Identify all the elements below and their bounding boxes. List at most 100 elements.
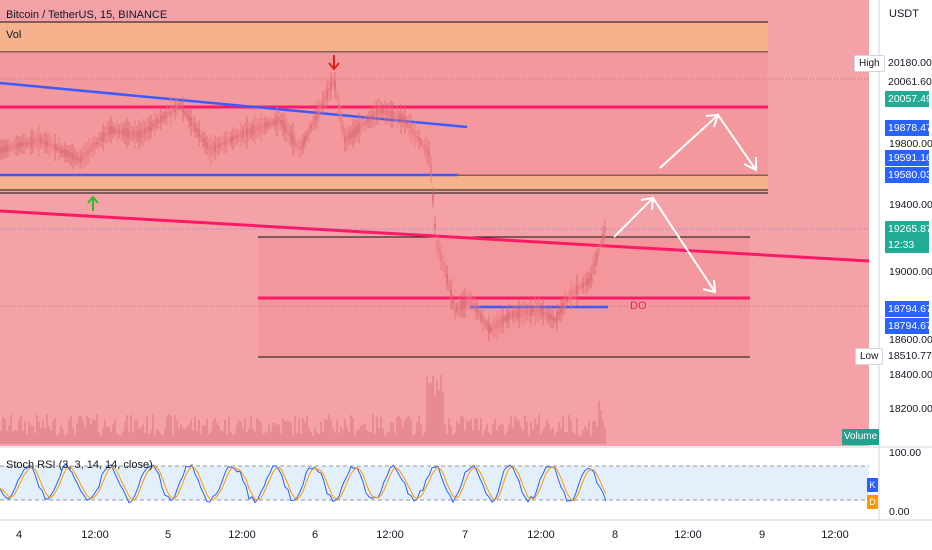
volume-bar xyxy=(122,430,124,444)
candle-body xyxy=(246,127,248,138)
volume-button[interactable]: Volume xyxy=(842,429,879,445)
volume-bar xyxy=(480,417,482,444)
volume-bar xyxy=(170,415,172,444)
candle-body xyxy=(520,308,522,318)
volume-bar xyxy=(90,423,92,444)
volume-bar xyxy=(546,419,548,444)
candle-body xyxy=(2,146,4,153)
candle-body xyxy=(212,146,214,151)
volume-bar xyxy=(300,433,302,444)
candle-body xyxy=(438,247,440,253)
candle-body xyxy=(102,132,104,142)
volume-bar xyxy=(188,424,190,444)
candle-body xyxy=(202,136,204,143)
volume-indicator-label[interactable]: Vol xyxy=(6,29,22,41)
candle-body xyxy=(430,164,432,175)
candle-body xyxy=(462,299,464,310)
volume-bar xyxy=(2,416,4,444)
volume-bar xyxy=(322,431,324,444)
volume-bar xyxy=(584,426,586,444)
volume-bar xyxy=(274,422,276,444)
candle-body xyxy=(110,125,112,135)
volume-bar xyxy=(104,419,106,444)
candle-body xyxy=(526,310,528,314)
volume-bars xyxy=(0,374,606,444)
candle-body xyxy=(390,110,392,118)
candle-body xyxy=(338,103,340,112)
stoch-tick: 100.00 xyxy=(889,447,922,459)
candle-body xyxy=(308,128,310,135)
candle-body xyxy=(572,291,574,294)
candle-body xyxy=(470,297,472,306)
volume-bar xyxy=(124,422,126,444)
volume-bar xyxy=(596,425,598,444)
volume-bar xyxy=(346,426,348,444)
volume-bar xyxy=(530,421,532,444)
volume-bar xyxy=(576,417,578,444)
candle-body xyxy=(92,143,94,151)
candle-body xyxy=(192,121,194,128)
countdown-tag: 12:33 xyxy=(885,237,929,253)
candle-body xyxy=(484,320,486,325)
volume-bar xyxy=(302,418,304,444)
volume-bar xyxy=(30,425,32,444)
volume-bar xyxy=(508,424,510,444)
candle-body xyxy=(262,125,264,128)
time-label: 12:00 xyxy=(527,529,555,541)
candle-body xyxy=(154,119,156,129)
symbol-title[interactable]: Bitcoin / TetherUS, 15, BINANCE xyxy=(6,9,168,21)
high-price-tag: 20180.00 xyxy=(885,55,932,71)
volume-bar xyxy=(120,435,122,444)
volume-bar xyxy=(26,434,28,444)
volume-bar xyxy=(296,433,298,444)
candle-body xyxy=(100,137,102,141)
candle-body xyxy=(20,142,22,148)
volume-bar xyxy=(210,430,212,444)
candle-body xyxy=(36,138,38,143)
candle-body xyxy=(564,298,566,309)
volume-bar xyxy=(440,374,442,444)
volume-bar xyxy=(244,419,246,444)
stoch-d-line xyxy=(0,465,607,502)
volume-bar xyxy=(174,415,176,444)
candle-body xyxy=(236,134,238,139)
volume-bar xyxy=(488,432,490,444)
candle-body xyxy=(90,146,92,152)
volume-bar xyxy=(260,422,262,444)
stoch-rsi-label[interactable]: Stoch RSI (3, 3, 14, 14, close) xyxy=(6,459,153,471)
volume-bar xyxy=(130,414,132,444)
volume-bar xyxy=(226,433,228,444)
candle-body xyxy=(580,285,582,288)
current-price-tag: 19265.87 xyxy=(885,221,932,237)
candle-body xyxy=(574,289,576,293)
candle-body xyxy=(256,126,258,132)
candle-body xyxy=(290,131,292,142)
magenta-trend-line[interactable] xyxy=(0,209,870,263)
volume-bar xyxy=(36,414,38,444)
candle-body xyxy=(344,136,346,144)
time-label: 4 xyxy=(15,529,23,541)
volume-bar xyxy=(380,416,382,444)
volume-bar xyxy=(190,419,192,444)
volume-bar xyxy=(490,434,492,444)
candle-body xyxy=(180,105,182,108)
volume-bar xyxy=(156,429,158,444)
volume-bar xyxy=(536,424,538,444)
range-box-upper xyxy=(0,52,768,175)
candle-body xyxy=(310,125,312,130)
currency-label[interactable]: USDT xyxy=(889,8,919,20)
volume-bar xyxy=(34,433,36,444)
volume-bar xyxy=(364,424,366,444)
volume-bar xyxy=(476,417,478,444)
candle-body xyxy=(128,128,130,138)
candle-body xyxy=(66,150,68,157)
volume-bar xyxy=(396,416,398,444)
volume-bar xyxy=(50,430,52,444)
candle-body xyxy=(200,135,202,138)
volume-bar xyxy=(70,415,72,444)
candle-body xyxy=(306,134,308,138)
volume-bar xyxy=(398,415,400,444)
candle-body xyxy=(476,307,478,314)
volume-bar xyxy=(142,424,144,444)
